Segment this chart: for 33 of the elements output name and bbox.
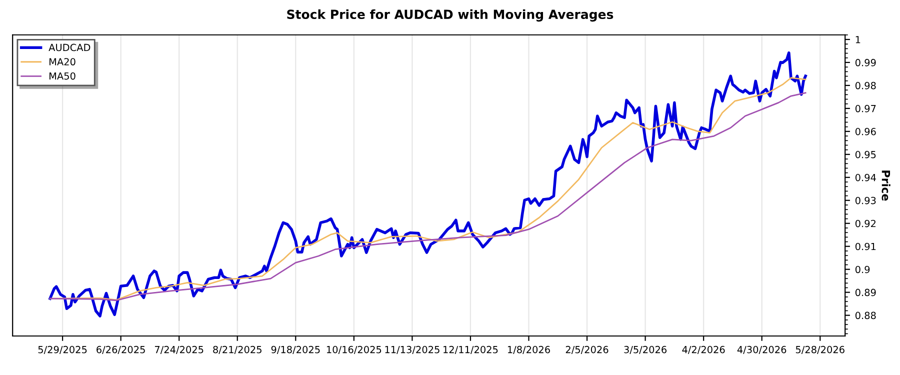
- x-tick-label: 12/11/2025: [444, 346, 498, 354]
- x-tick-label: 5/28/2026: [796, 346, 844, 354]
- x-tick-label: 11/13/2025: [385, 346, 440, 354]
- x-tick-label: 7/24/2025: [154, 346, 204, 354]
- y-tick-label: 0.91: [855, 242, 876, 250]
- legend-label: AUDCAD: [48, 44, 90, 52]
- y-tick-label: 0.95: [855, 150, 876, 158]
- legend-label: MA50: [50, 72, 76, 80]
- y-tick-label: 1: [856, 36, 860, 44]
- y-tick-label: 0.98: [855, 82, 876, 90]
- x-tick-label: 4/2/2026: [682, 346, 725, 354]
- y-tick-label: 0.9: [855, 266, 870, 274]
- x-tick-label: 4/30/2026: [737, 346, 786, 354]
- x-tick-label: 10/16/2025: [326, 346, 382, 354]
- y-tick-label: 0.94: [855, 174, 876, 182]
- line-series: [48, 51, 807, 318]
- y-tick-label: 0.93: [855, 196, 876, 204]
- legend-label: MA20: [50, 58, 76, 66]
- y-tick-label: 0.88: [855, 312, 876, 320]
- x-tick-label: 3/5/2026: [624, 346, 667, 354]
- y-tick-label: 0.96: [855, 128, 876, 136]
- y-tick-label: 0.89: [855, 288, 876, 296]
- x-tick-label: 9/18/2025: [271, 346, 320, 354]
- y-axis-title: Price: [882, 170, 890, 201]
- chart-title: Stock Price for AUDCAD with Moving Averages: [287, 9, 614, 22]
- x-tick-label: 6/26/2025: [96, 346, 145, 354]
- y-tick-label: 0.92: [855, 220, 876, 228]
- x-tick-label: 2/5/2026: [566, 346, 608, 354]
- y-tick-label: 0.97: [855, 104, 876, 112]
- x-tick-label: 1/8/2026: [508, 346, 550, 354]
- x-tick-label: 8/21/2025: [213, 346, 262, 354]
- y-tick-label: 0.99: [855, 58, 876, 66]
- x-tick-label: 5/29/2025: [38, 346, 87, 354]
